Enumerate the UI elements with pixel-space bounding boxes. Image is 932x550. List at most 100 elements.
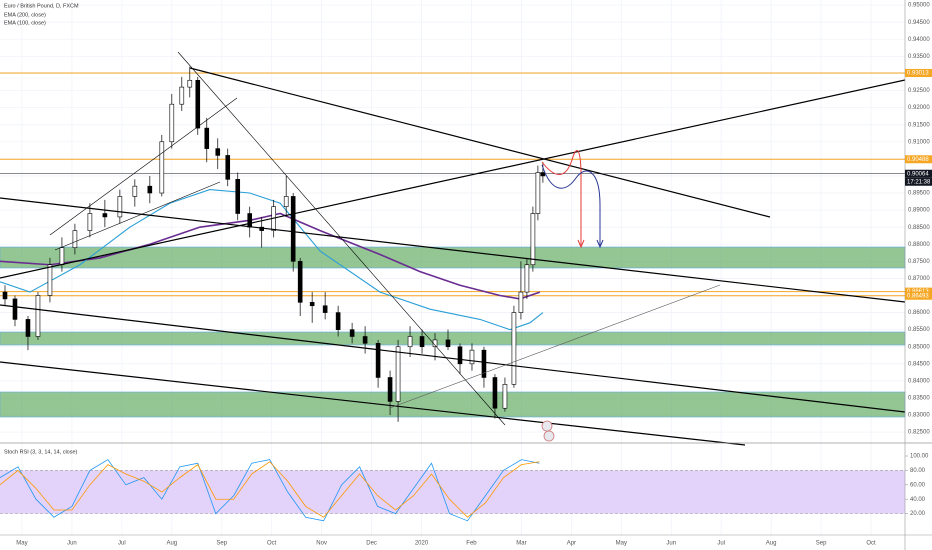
price-label-box — [905, 169, 932, 178]
event-icon[interactable] — [541, 420, 553, 432]
arrowhead — [596, 239, 604, 249]
candle-body — [524, 264, 530, 293]
candle-body — [169, 103, 175, 143]
indicator-label: Stoch RSI (3, 3, 14, 14, close) — [4, 449, 78, 455]
x-tick-label: Sep — [816, 541, 827, 547]
trendline — [389, 284, 721, 409]
trendline — [54, 181, 221, 251]
candle-body — [117, 196, 123, 218]
y-tick-label: 0.85500 — [908, 327, 930, 333]
candle-body — [362, 336, 368, 344]
candle-body — [102, 213, 108, 218]
ema-line — [0, 212, 541, 300]
x-tick-label: May — [16, 541, 27, 547]
x-tick-label: Dec — [366, 541, 377, 547]
candle-body — [179, 86, 185, 105]
candle-body — [225, 155, 231, 180]
candle-body — [540, 172, 546, 177]
x-tick-label: Jul — [717, 541, 725, 547]
y-tick-label: 0.87000 — [908, 276, 930, 282]
stoch-line — [0, 461, 540, 518]
candle-body — [12, 298, 18, 320]
chart-title: Euro / British Pound, D, FXCM — [4, 3, 79, 9]
trendline — [0, 361, 746, 446]
countdown: 17:21:38 — [907, 179, 931, 185]
candle-body — [204, 127, 210, 149]
y-tick-label: 0.88500 — [908, 225, 930, 231]
candle-body — [235, 179, 241, 214]
x-tick-label: Jun — [666, 541, 676, 547]
candle-body — [419, 336, 425, 348]
y-tick-label: 40.00 — [910, 497, 926, 503]
levels — [0, 72, 905, 297]
candle-body — [147, 185, 153, 194]
y-tick-label: 0.83500 — [908, 396, 930, 402]
candle-body — [322, 305, 328, 313]
marks — [0, 66, 546, 522]
candle-body — [457, 346, 463, 365]
y-tick-label: 0.91500 — [908, 122, 930, 128]
stoch-band — [0, 470, 905, 514]
price-label: 0.90064 — [907, 171, 929, 177]
indicator-label: EMA (100, close) — [4, 20, 46, 26]
candle-body — [387, 377, 393, 402]
y-tick-label: 0.91000 — [908, 139, 930, 145]
candle-body — [72, 230, 78, 248]
price-label-box — [905, 291, 932, 300]
x-tick-label: Feb — [466, 541, 477, 547]
y-tick-label: 0.94500 — [908, 20, 930, 26]
candle-body — [59, 247, 65, 266]
ema-line — [0, 189, 544, 331]
candle-body — [87, 213, 93, 231]
y-tick-label: 80.00 — [910, 468, 926, 474]
support-zone — [0, 331, 906, 346]
candle-body — [47, 264, 53, 296]
x-tick-label: Mar — [516, 541, 526, 547]
y-tick-label: 0.92500 — [908, 88, 930, 94]
candle-body — [215, 148, 221, 156]
y-tick-label: 0.92000 — [908, 105, 930, 111]
trendlines — [0, 51, 906, 446]
x-tick-label: May — [616, 541, 627, 547]
candle-body — [195, 79, 201, 129]
trendline — [0, 79, 906, 279]
candle-body — [132, 185, 138, 197]
candle-body — [407, 336, 413, 348]
y-tick-label: 0.89500 — [908, 191, 930, 197]
y-tick-label: 0.82500 — [908, 430, 930, 436]
candle-body — [25, 319, 31, 337]
x-tick-label: Jul — [118, 541, 126, 547]
y-tick-label: 0.95000 — [908, 3, 930, 9]
x-tick-label: Aug — [166, 541, 177, 547]
candle-body — [187, 79, 193, 88]
candle-body — [309, 302, 315, 307]
candle-body — [35, 295, 41, 337]
y-tick-label: 20.00 — [910, 511, 926, 517]
y-tick-label: 0.93500 — [908, 54, 930, 60]
y-tick-label: 100.00 — [910, 454, 929, 460]
x-tick-label: Sep — [216, 541, 227, 547]
trendline — [177, 51, 506, 426]
y-tick-label: 0.94000 — [908, 37, 930, 43]
y-tick-label: 60.00 — [910, 482, 926, 488]
price-label: 0.90488 — [907, 157, 929, 163]
price-label-box — [905, 287, 932, 296]
x-tick-label: Oct — [866, 541, 876, 547]
candle-body — [492, 377, 498, 409]
y-tick-label: 0.85000 — [908, 344, 930, 350]
candle-body — [349, 329, 355, 337]
trendline — [49, 97, 238, 236]
candle-body — [335, 312, 341, 330]
countdown-box — [905, 177, 932, 186]
y-tick-label: 0.84000 — [908, 378, 930, 384]
arrowhead — [577, 239, 585, 249]
candle-body — [481, 349, 487, 378]
candle-body — [297, 261, 303, 303]
candle-body — [290, 196, 296, 262]
candle-body — [511, 312, 517, 385]
event-icon[interactable] — [543, 430, 555, 442]
trendline — [0, 304, 906, 413]
price-label: 0.93013 — [907, 71, 929, 77]
